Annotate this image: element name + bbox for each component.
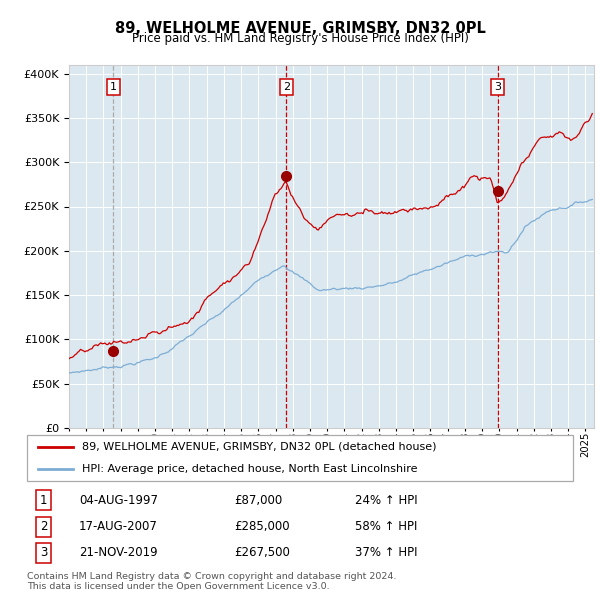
Text: £267,500: £267,500 — [235, 546, 290, 559]
Text: Contains HM Land Registry data © Crown copyright and database right 2024.: Contains HM Land Registry data © Crown c… — [27, 572, 397, 581]
Text: 21-NOV-2019: 21-NOV-2019 — [79, 546, 157, 559]
FancyBboxPatch shape — [27, 435, 573, 481]
Text: £285,000: £285,000 — [235, 520, 290, 533]
Text: 04-AUG-1997: 04-AUG-1997 — [79, 494, 158, 507]
Text: 1: 1 — [40, 494, 47, 507]
Text: 89, WELHOLME AVENUE, GRIMSBY, DN32 0PL (detached house): 89, WELHOLME AVENUE, GRIMSBY, DN32 0PL (… — [82, 442, 436, 452]
Text: HPI: Average price, detached house, North East Lincolnshire: HPI: Average price, detached house, Nort… — [82, 464, 417, 474]
Text: 17-AUG-2007: 17-AUG-2007 — [79, 520, 158, 533]
Text: 37% ↑ HPI: 37% ↑ HPI — [355, 546, 417, 559]
Text: 2: 2 — [283, 81, 290, 91]
Text: £87,000: £87,000 — [235, 494, 283, 507]
Text: 58% ↑ HPI: 58% ↑ HPI — [355, 520, 417, 533]
Text: 1: 1 — [110, 81, 117, 91]
Text: 3: 3 — [40, 546, 47, 559]
Text: 2: 2 — [40, 520, 47, 533]
Text: Price paid vs. HM Land Registry's House Price Index (HPI): Price paid vs. HM Land Registry's House … — [131, 32, 469, 45]
Text: 3: 3 — [494, 81, 501, 91]
Text: 24% ↑ HPI: 24% ↑ HPI — [355, 494, 417, 507]
Text: This data is licensed under the Open Government Licence v3.0.: This data is licensed under the Open Gov… — [27, 582, 329, 590]
Text: 89, WELHOLME AVENUE, GRIMSBY, DN32 0PL: 89, WELHOLME AVENUE, GRIMSBY, DN32 0PL — [115, 21, 485, 35]
